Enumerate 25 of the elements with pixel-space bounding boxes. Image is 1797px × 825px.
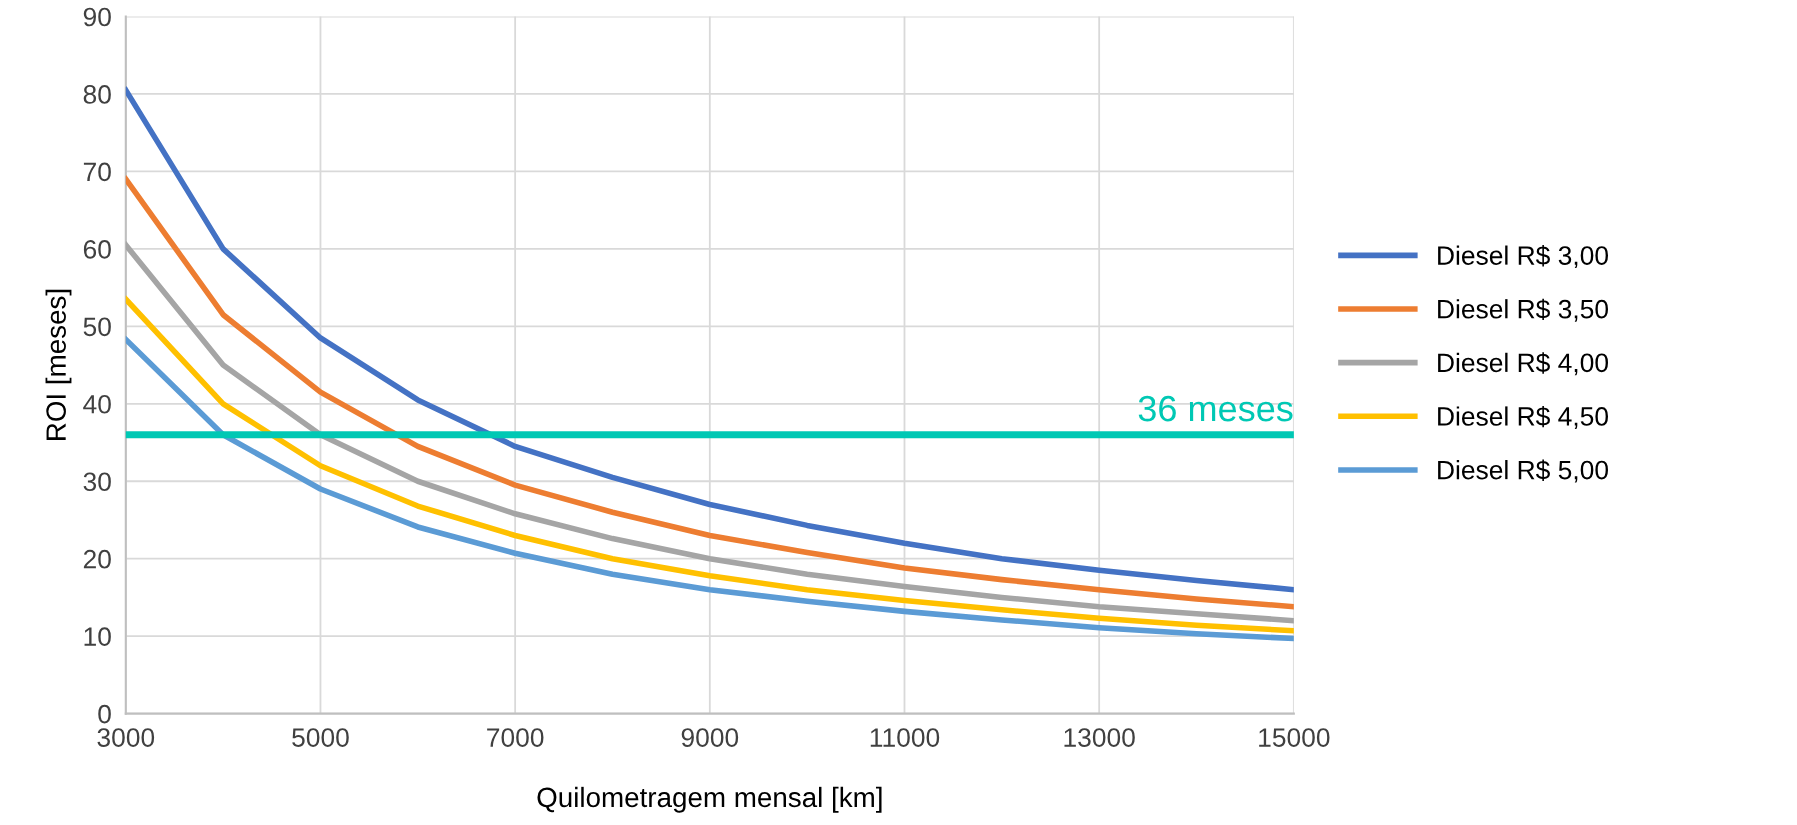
y-tick-label: 60 bbox=[83, 240, 111, 259]
legend-label: Diesel R$ 3,00 bbox=[1438, 245, 1609, 269]
y-tick-label: 0 bbox=[98, 704, 111, 724]
legend-label: Diesel R$ 4,00 bbox=[1438, 352, 1609, 376]
y-tick-label: 80 bbox=[83, 85, 111, 104]
x-tick-label: 5000 bbox=[292, 728, 349, 747]
x-tick-label: 13000 bbox=[1064, 728, 1135, 747]
legend-label: Diesel R$ 4,50 bbox=[1438, 405, 1609, 429]
legend-label: Diesel R$ 5,00 bbox=[1438, 459, 1609, 483]
y-tick-label: 50 bbox=[83, 317, 111, 337]
y-tick-label: 90 bbox=[83, 7, 111, 27]
y-tick-label: 40 bbox=[83, 394, 111, 414]
x-tick-label: 7000 bbox=[487, 728, 544, 747]
ref-line-label: 36 meses bbox=[1138, 395, 1293, 422]
x-axis-title: Quilometragem mensal [km] bbox=[537, 786, 882, 813]
legend-label: Diesel R$ 3,50 bbox=[1438, 298, 1609, 322]
y-tick-label: 30 bbox=[83, 472, 111, 492]
y-tick-label: 10 bbox=[84, 627, 111, 646]
y-tick-label: 20 bbox=[83, 549, 111, 569]
x-tick-label: 11000 bbox=[870, 728, 940, 747]
y-tick-label: 70 bbox=[83, 162, 111, 182]
x-tick-label: 9000 bbox=[681, 728, 739, 747]
x-tick-label: 15000 bbox=[1259, 728, 1330, 747]
x-tick-label: 3000 bbox=[97, 728, 155, 747]
y-axis-title: ROI [meses] bbox=[45, 289, 72, 440]
